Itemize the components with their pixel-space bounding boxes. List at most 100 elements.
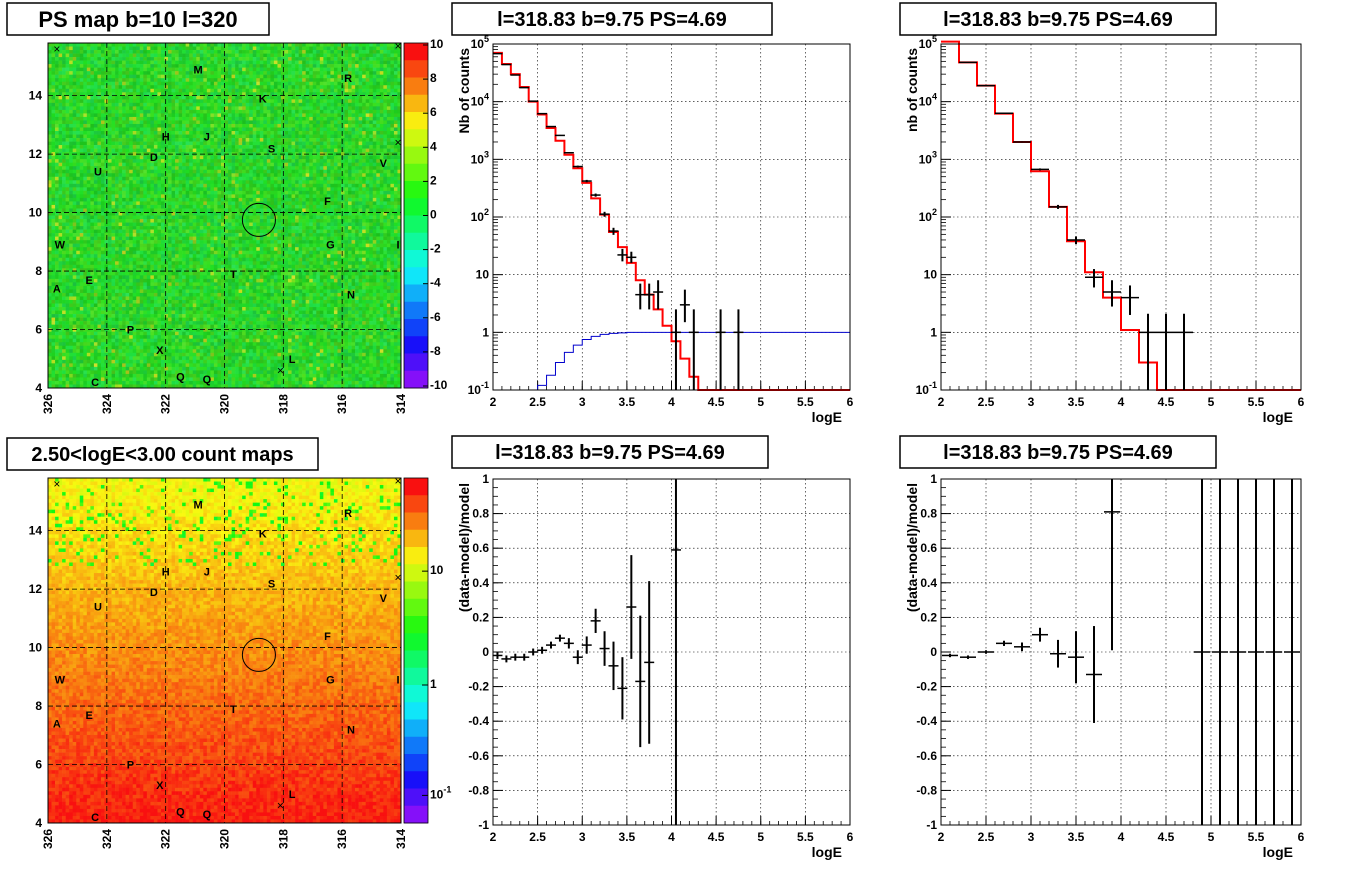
title-box xyxy=(899,435,1217,469)
x-tick-label: 318 xyxy=(276,394,290,414)
colorbar-tick-label: -2 xyxy=(430,242,441,256)
y-tick-label: 0.2 xyxy=(472,610,489,624)
colorbar-tick-label: 4 xyxy=(430,139,437,153)
y-tick-label: 6 xyxy=(35,323,42,337)
y-tick-label: 103 xyxy=(919,149,937,166)
data-point xyxy=(1103,280,1121,307)
colorbar-segment xyxy=(404,370,428,389)
data-point xyxy=(644,283,655,310)
x-tick-label: 322 xyxy=(159,829,173,849)
colorbar-segment xyxy=(404,754,428,772)
y-tick-label: -0.2 xyxy=(916,680,937,694)
x-tick-label: 6 xyxy=(847,830,854,844)
chart-title: l=318.83 b=9.75 PS=4.69 xyxy=(451,2,773,36)
source-label: L xyxy=(289,354,296,366)
y-tick-label: 102 xyxy=(919,207,937,224)
title-box xyxy=(451,435,769,469)
x-tick-label: 3 xyxy=(1028,395,1035,409)
chart-bottom-middle: 2 2.5 3 3.5 4 4.5 5 5.5 6 -1 -0.8 -0.6 -0.4 -0.2 0 0.2 0… xyxy=(456,472,854,860)
y-tick-label: 10 xyxy=(476,268,490,282)
colorbar-tick-label: -10 xyxy=(430,378,448,392)
x-tick-label: 4.5 xyxy=(1158,395,1175,409)
x-marker: × xyxy=(277,798,284,812)
x-marker: × xyxy=(53,477,60,491)
x-tick-label: 4 xyxy=(668,830,675,844)
source-label: R xyxy=(344,508,352,520)
colorbar-segment xyxy=(404,319,428,337)
x-tick-label: 2 xyxy=(490,830,497,844)
colorbar-segment xyxy=(404,564,428,582)
colorbar-segment xyxy=(404,94,428,113)
title-text: 2.50<logE<3.00 count maps xyxy=(31,444,293,466)
x-marker: × xyxy=(53,42,60,56)
colorbar-tick-label: 10-1 xyxy=(430,784,451,801)
y-tick-label: 14 xyxy=(29,89,43,103)
y-axis-label: (data-model)/model xyxy=(456,483,472,612)
data-point xyxy=(617,248,628,262)
colorbar-segment xyxy=(404,478,428,496)
data-point xyxy=(688,309,699,390)
data-point xyxy=(653,280,664,310)
source-label: U xyxy=(94,602,102,614)
source-label: N xyxy=(347,289,355,301)
source-label: Q xyxy=(176,371,185,383)
colorbar-segment xyxy=(404,232,428,251)
x-marker: × xyxy=(395,39,402,53)
source-circle xyxy=(241,202,276,237)
chart-bottom-right: 2 2.5 3 3.5 4 4.5 5 5.5 6 -1 -0.8 -0.6 -0.4 -0.2 0 0.2 0… xyxy=(904,472,1305,860)
data-point xyxy=(635,283,646,310)
y-tick-label: 6 xyxy=(35,758,42,772)
data-point xyxy=(554,634,565,642)
x-tick-label: 4.5 xyxy=(1158,830,1175,844)
source-label: A xyxy=(53,284,61,296)
data-point xyxy=(1050,639,1066,668)
title-box xyxy=(451,2,773,36)
data-point xyxy=(679,289,690,323)
source-label: F xyxy=(324,196,331,208)
source-label: U xyxy=(94,167,102,179)
data-point xyxy=(1086,626,1102,723)
source-label: P xyxy=(127,760,134,772)
colorbar-tick-label: -6 xyxy=(430,310,441,324)
x-axis-label: logE xyxy=(1263,844,1293,860)
colorbar-segment xyxy=(404,163,428,182)
source-label: R xyxy=(344,73,352,85)
data-point xyxy=(492,652,503,659)
data-point xyxy=(635,615,646,748)
y-tick-label: 1 xyxy=(482,325,489,339)
colorbar-segment xyxy=(404,616,428,634)
x-tick-label: 4.5 xyxy=(708,395,725,409)
colorbar-tick-label: -8 xyxy=(430,344,441,358)
y-tick-label: 10-1 xyxy=(916,380,937,397)
data-point xyxy=(590,193,601,197)
colorbar-tick-label: 2 xyxy=(430,173,437,187)
colorbar-segment xyxy=(404,633,428,651)
data-point xyxy=(519,653,530,661)
x-tick-label: 2.5 xyxy=(529,395,546,409)
data-point xyxy=(1248,479,1264,825)
y-tick-label: 10-1 xyxy=(468,380,489,397)
colorbar-segment xyxy=(404,198,428,216)
x-tick-label: 318 xyxy=(276,829,290,849)
background-histogram xyxy=(493,331,850,391)
y-tick-label: 102 xyxy=(471,207,489,224)
x-tick-label: 316 xyxy=(335,394,349,414)
map-title: 2.50<logE<3.00 count maps xyxy=(6,437,319,471)
colorbar-segment xyxy=(404,112,428,130)
source-label: A xyxy=(53,719,61,731)
x-tick-label: 326 xyxy=(41,829,55,849)
skymap-2: M R K H J S D V U F W G I T A E N P X L Q Q C × × × × 326 324 322 320 3… xyxy=(29,474,452,849)
x-tick-label: 2 xyxy=(938,395,945,409)
data-point xyxy=(1104,479,1120,651)
y-tick-label: -1 xyxy=(478,818,489,832)
map-pixels xyxy=(48,478,402,824)
y-tick-label: 14 xyxy=(29,524,43,538)
source-label: Q xyxy=(203,374,212,386)
source-label: I xyxy=(397,240,400,252)
source-label: M xyxy=(193,64,202,76)
x-marker: × xyxy=(395,570,402,584)
x-tick-label: 6 xyxy=(1298,830,1305,844)
data-point xyxy=(1032,627,1048,642)
data-point xyxy=(572,165,583,168)
